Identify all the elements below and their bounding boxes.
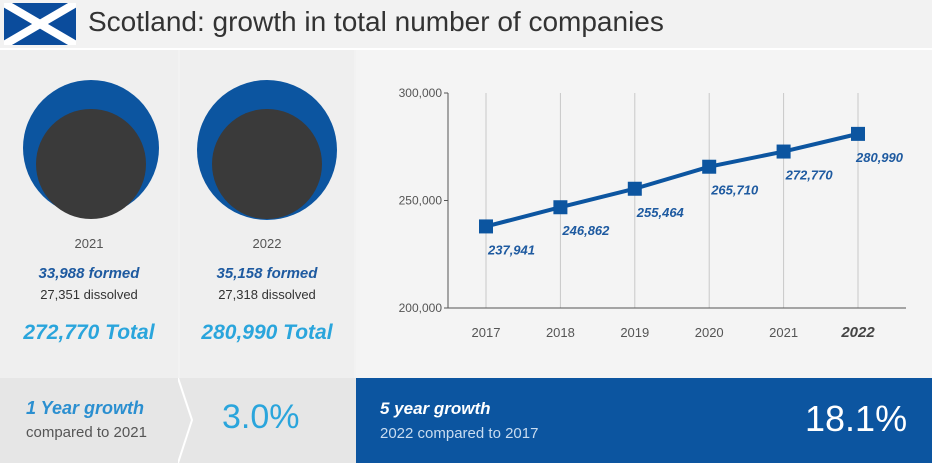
formed-count: 33,988 formed — [38, 265, 140, 282]
one-year-growth-sub: compared to 2021 — [26, 424, 147, 441]
data-label: 255,464 — [636, 205, 685, 220]
data-label: 237,941 — [487, 242, 535, 257]
x-tick-label: 2021 — [769, 325, 798, 340]
line-chart: 200,000 250,000 300,000 2017 2018 2019 2020 202… — [399, 86, 906, 341]
year-card-2021: 2021 33,988 formed 27,351 dissolved 272,… — [0, 50, 178, 378]
five-year-growth-sub: 2022 compared to 2017 — [380, 425, 539, 442]
five-year-growth-panel — [356, 378, 932, 463]
data-label: 272,770 — [785, 168, 834, 183]
year-label: 2022 — [252, 236, 282, 251]
dissolved-circle-2021 — [36, 109, 146, 219]
dissolved-count: 27,318 dissolved — [218, 287, 316, 302]
data-point — [702, 159, 717, 174]
chart-panel — [356, 50, 932, 378]
x-tick-label: 2018 — [546, 325, 575, 340]
total-count: 280,990 Total — [201, 321, 333, 344]
data-label: 280,990 — [855, 150, 904, 165]
data-point — [851, 126, 865, 141]
x-tick-label: 2020 — [695, 325, 724, 340]
header: Scotland: growth in total number of comp… — [0, 0, 932, 48]
one-year-growth-value: 3.0% — [222, 398, 300, 436]
scotland-flag-icon — [4, 3, 76, 45]
x-tick-label: 2022 — [840, 324, 875, 341]
y-tick-label: 200,000 — [399, 301, 443, 315]
dissolved-circle-2022 — [212, 109, 322, 219]
y-tick-label: 250,000 — [399, 194, 443, 208]
data-label: 265,710 — [710, 183, 759, 198]
data-point — [553, 200, 568, 215]
total-count: 272,770 Total — [23, 321, 155, 344]
data-point — [776, 144, 791, 159]
year-card-2022: 2022 35,158 formed 27,318 dissolved 280,… — [180, 50, 354, 378]
data-point — [479, 219, 493, 234]
formed-dissolved-circle-2021 — [23, 80, 159, 219]
x-tick-label: 2019 — [620, 325, 649, 340]
y-tick-label: 300,000 — [399, 86, 443, 100]
dissolved-count: 27,351 dissolved — [40, 287, 138, 302]
year-label: 2021 — [74, 236, 104, 251]
page-title: Scotland: growth in total number of comp… — [88, 6, 664, 37]
header-divider — [0, 48, 932, 50]
data-label: 246,862 — [561, 223, 610, 238]
x-tick-label: 2017 — [472, 325, 501, 340]
one-year-growth-label: 1 Year growth — [26, 398, 145, 418]
chevron-divider — [178, 378, 194, 463]
five-year-growth-value: 18.1% — [805, 398, 908, 439]
five-year-growth-label: 5 year growth — [380, 399, 491, 418]
formed-dissolved-circle-2022 — [197, 80, 337, 220]
series-line — [485, 131, 859, 229]
data-point — [627, 181, 642, 196]
formed-count: 35,158 formed — [216, 265, 318, 282]
one-year-growth-panel — [0, 378, 356, 463]
